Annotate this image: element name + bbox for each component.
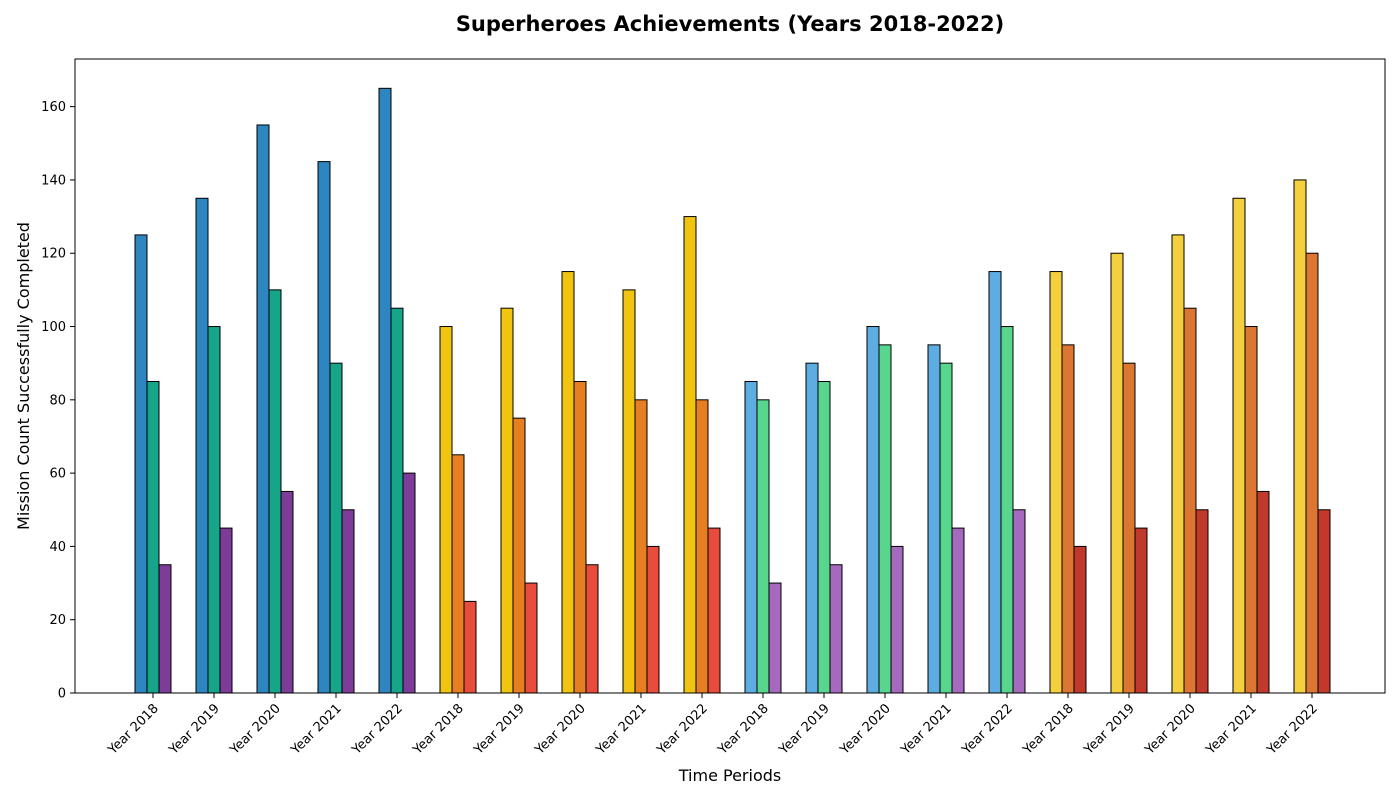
y-tick-label: 120 [41,247,66,262]
x-tick-label: Year 2020 [227,701,284,758]
bar [280,490,294,694]
y-tick-label: 40 [49,540,66,555]
bar [341,509,355,694]
bar [378,87,392,694]
bar [585,564,599,694]
x-tick-label: Year 2020 [532,701,589,758]
x-tick-label: Year 2018 [1020,701,1077,758]
x-tick-label: Year 2018 [715,701,772,758]
x-axis: Year 2018 Year 2019 Year 2020 Year 2021 Year… [105,693,1321,758]
bar [390,307,404,694]
bar [439,326,453,694]
bar [256,124,270,694]
bar [878,344,892,694]
bar [1293,179,1307,694]
bar [1195,509,1209,694]
bars [134,87,1331,694]
x-tick-label: Year 2018 [105,701,162,758]
bar [158,564,172,694]
x-tick-label: Year 2019 [166,701,223,758]
bar [988,271,1002,694]
bar [805,362,819,694]
y-axis: 0 20 40 60 80 100 120 140 160 [41,100,75,702]
chart-title: Superheroes Achievements (Years 2018-202… [456,12,1004,36]
bar [707,527,721,694]
bar [1073,545,1087,694]
bar [634,399,648,694]
bar [1244,326,1258,694]
bar [622,289,636,694]
bar [951,527,965,694]
x-tick-label: Year 2022 [349,701,406,758]
bar [1061,344,1075,694]
bar [463,600,477,694]
bar [646,545,660,694]
bar [817,380,831,694]
bar [744,380,758,694]
bar [512,417,526,694]
x-tick-label: Year 2022 [1264,701,1321,758]
y-tick-label: 80 [49,393,66,408]
x-tick-label: Year 2022 [959,701,1016,758]
y-tick-label: 140 [41,173,66,188]
bar [683,216,697,694]
bar [561,271,575,694]
bar [573,380,587,694]
bar [146,380,160,694]
x-tick-label: Year 2021 [898,701,955,758]
bar [219,527,233,694]
x-axis-label: Time Periods [678,766,781,785]
y-tick-label: 160 [41,100,66,115]
bar [329,362,343,694]
y-axis-label: Mission Count Successfully Completed [14,222,33,530]
bar [939,362,953,694]
y-tick-label: 60 [49,467,66,482]
x-tick-label: Year 2021 [593,701,650,758]
bar [195,197,209,694]
bar [1317,509,1331,694]
bar [402,472,416,694]
bar [1110,252,1124,694]
bar [1183,307,1197,694]
bar [207,326,221,694]
bar [829,564,843,694]
bar [451,454,465,694]
bar [1134,527,1148,694]
bar [1122,362,1136,694]
x-tick-label: Year 2021 [1203,701,1260,758]
bar [756,399,770,694]
bar [1232,197,1246,694]
bar [768,582,782,694]
bar [317,161,331,694]
x-tick-label: Year 2020 [1142,701,1199,758]
bar [134,234,148,694]
bar [1171,234,1185,694]
x-tick-label: Year 2019 [776,701,833,758]
bar [1305,252,1319,694]
y-tick-label: 20 [49,613,66,628]
bar [500,307,514,694]
x-tick-label: Year 2018 [410,701,467,758]
bar [866,326,880,694]
bar [268,289,282,694]
y-tick-label: 100 [41,320,66,335]
x-tick-label: Year 2020 [837,701,894,758]
x-tick-label: Year 2021 [288,701,345,758]
bar [524,582,538,694]
x-tick-label: Year 2019 [471,701,528,758]
x-tick-label: Year 2022 [654,701,711,758]
bar [1049,271,1063,694]
x-tick-label: Year 2019 [1081,701,1138,758]
bar [1000,326,1014,694]
bar [927,344,941,694]
plot-frame [74,58,1386,694]
bar [1256,490,1270,694]
bar [695,399,709,694]
bar [890,545,904,694]
bar [1012,509,1026,694]
y-tick-label: 0 [58,687,66,702]
